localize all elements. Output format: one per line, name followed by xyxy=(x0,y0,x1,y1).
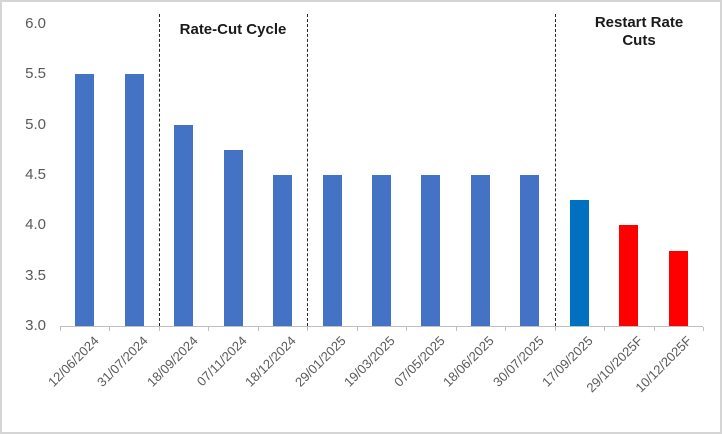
x-tick-mark xyxy=(307,327,309,331)
x-tick-label: 18/12/2024 xyxy=(242,333,300,390)
dashed-separator xyxy=(554,14,556,326)
bar-07/05/2025 xyxy=(421,175,441,326)
x-tick-mark xyxy=(703,327,704,331)
bar-30/07/2025 xyxy=(520,175,540,326)
dashed-separator xyxy=(158,14,160,326)
bar-29/10/2025F xyxy=(619,225,639,326)
x-tick-label: 07/05/2025 xyxy=(390,333,448,390)
x-tick-mark xyxy=(406,327,408,331)
x-tick-mark xyxy=(109,327,111,331)
x-tick-mark xyxy=(653,327,655,331)
x-tick-label: 18/06/2025 xyxy=(440,333,498,390)
bar-31/07/2024 xyxy=(124,74,144,326)
bar-18/12/2024 xyxy=(273,175,293,326)
bar-29/01/2025 xyxy=(322,175,342,326)
x-tick-mark xyxy=(60,327,61,331)
y-tick-label: 5.5 xyxy=(25,65,46,83)
x-tick-mark xyxy=(604,327,606,331)
x-tick-label: 29/01/2025 xyxy=(292,333,349,390)
y-tick-label: 3.0 xyxy=(25,317,46,334)
x-tick-label: 07/11/2024 xyxy=(193,333,250,389)
x-tick-mark xyxy=(208,327,210,331)
y-tick-label: 6.0 xyxy=(25,15,46,32)
y-tick-label: 4.0 xyxy=(25,216,46,234)
bar-18/09/2024 xyxy=(174,124,194,326)
y-tick-label: 3.5 xyxy=(25,266,46,284)
x-tick-mark xyxy=(158,327,160,331)
x-tick-label: 31/07/2024 xyxy=(94,333,151,390)
x-tick-mark xyxy=(554,327,556,331)
y-tick-label: 4.5 xyxy=(25,166,46,183)
dashed-separator xyxy=(307,14,309,326)
bar-07/11/2024 xyxy=(223,149,243,326)
x-tick-mark xyxy=(257,327,259,331)
bar-18/06/2025 xyxy=(470,175,490,326)
x-tick-label: 30/07/2025 xyxy=(489,333,547,390)
x-tick-label: 19/03/2025 xyxy=(341,333,399,390)
x-tick-mark xyxy=(455,327,457,331)
y-tick-label: 5.0 xyxy=(25,115,46,133)
annotation-rate-cut-cycle: Rate-Cut Cycle xyxy=(179,21,287,38)
bar-10/12/2025F xyxy=(668,250,688,326)
bar-19/03/2025 xyxy=(372,175,391,326)
bar-12/06/2024 xyxy=(75,74,95,326)
x-tick-label: 18/09/2024 xyxy=(143,333,201,390)
x-tick-label: 12/06/2024 xyxy=(44,333,102,390)
x-tick-mark xyxy=(505,327,507,331)
x-tick-mark xyxy=(356,327,358,331)
bar-17/09/2025 xyxy=(569,200,589,326)
annotation-restart-rate-cuts: Restart Rate Cuts xyxy=(594,14,684,49)
x-axis-line xyxy=(60,326,703,327)
